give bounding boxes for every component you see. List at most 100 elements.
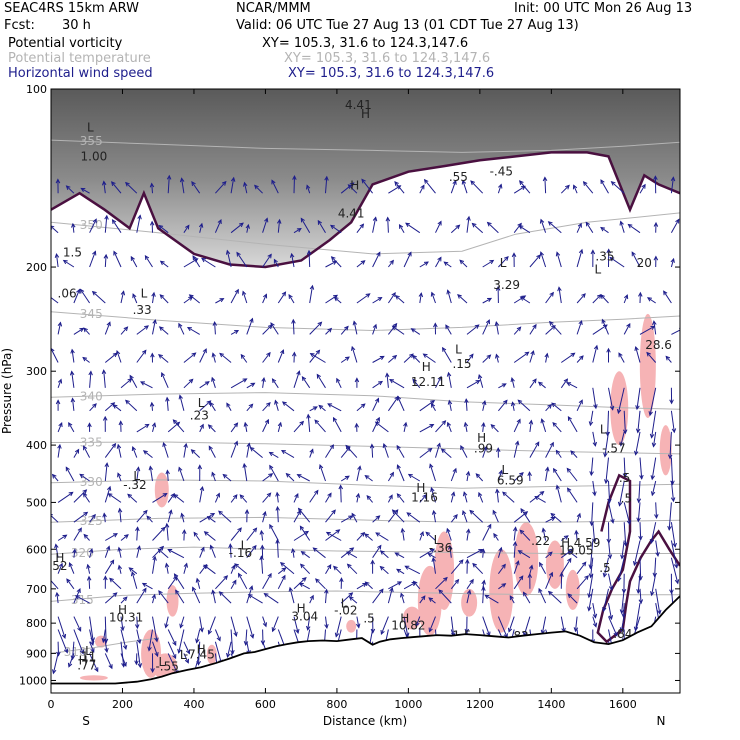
wind-vector-head — [520, 185, 526, 191]
wind-vector-head — [567, 593, 573, 599]
wind-vector — [670, 177, 674, 194]
wind-vector-head — [429, 423, 435, 429]
pv-label: 10.82 — [391, 618, 425, 632]
wind-vector-head — [183, 442, 188, 448]
wind-vector-head — [226, 402, 231, 408]
wind-vector — [262, 573, 272, 590]
wind-vector — [490, 424, 499, 433]
wind-vector-head — [412, 580, 418, 586]
wind-vector-head — [175, 589, 180, 595]
wind-vector-head — [52, 669, 57, 675]
pv-label: 4.59 — [574, 536, 601, 550]
wind-vector-head — [129, 374, 134, 380]
wind-vector-head — [359, 223, 365, 229]
wind-vector — [588, 573, 594, 598]
wind-vector-head — [247, 594, 253, 599]
wind-vector-head — [592, 613, 598, 619]
wind-vector — [199, 616, 203, 632]
wind-vector-head — [273, 258, 278, 264]
wind-vector — [262, 324, 273, 335]
wind-vector — [466, 471, 470, 482]
wind-vector — [226, 250, 232, 268]
wind-vector-head — [246, 442, 251, 448]
wind-vector — [109, 578, 122, 590]
wind-vector-head — [389, 471, 394, 477]
wind-vector — [387, 494, 393, 503]
wind-vector-head — [57, 321, 63, 327]
wind-vector — [212, 590, 216, 604]
wind-vector — [335, 616, 342, 637]
x-tick-label: 400 — [183, 698, 204, 711]
wind-vector-head — [396, 444, 401, 450]
wind-vector-head — [298, 582, 304, 587]
wind-vector — [548, 591, 562, 604]
wind-vector — [364, 533, 373, 541]
wind-vector — [230, 222, 244, 234]
wind-vector — [203, 564, 216, 575]
pv-label: 12.11 — [411, 375, 445, 389]
wind-vector-head — [617, 576, 622, 582]
wind-vector-head — [636, 517, 641, 523]
wind-vector-head — [179, 623, 184, 629]
wind-vector-head — [653, 221, 659, 227]
wind-vector-head — [600, 179, 605, 185]
x-tick-label: 1600 — [609, 698, 637, 711]
wind-vector — [670, 480, 674, 502]
wind-vector-head — [242, 378, 248, 383]
wind-vector-head — [104, 647, 109, 654]
wind-vector — [482, 319, 490, 335]
wind-vector-head — [349, 182, 355, 188]
wind-vector — [517, 399, 531, 412]
wind-vector-head — [349, 547, 355, 552]
wind-vector — [325, 328, 332, 335]
wind-vector-head — [327, 403, 333, 408]
wind-vector-head — [200, 546, 205, 552]
wind-vector-head — [589, 471, 594, 477]
wind-vector — [300, 218, 311, 233]
wind-vector-head — [175, 421, 181, 427]
y-tick-label: 1000 — [19, 674, 47, 687]
wind-vector — [89, 616, 94, 642]
wind-vector — [636, 387, 641, 410]
wind-vector-head — [636, 589, 641, 594]
wind-vector-head — [427, 553, 433, 558]
wind-vector — [513, 561, 519, 574]
wind-vector — [576, 575, 589, 590]
wind-vector-head — [198, 222, 204, 228]
wind-vector — [446, 528, 452, 541]
wind-vector — [207, 516, 216, 523]
wind-vector-head — [626, 520, 632, 526]
pv-label: L — [158, 655, 165, 669]
wind-vector-head — [314, 419, 319, 425]
neg-pv-patch — [659, 425, 672, 476]
wind-vector-head — [632, 560, 638, 567]
wind-vector-head — [495, 488, 500, 494]
wind-vector — [260, 556, 264, 574]
wind-vector-head — [553, 467, 558, 473]
wind-vector — [215, 575, 228, 590]
wind-vector — [189, 294, 201, 304]
wind-vector — [356, 223, 364, 234]
wind-vector — [79, 473, 90, 482]
wind-vector-head — [180, 512, 185, 518]
wind-vector-head — [267, 253, 272, 259]
wind-vector — [167, 576, 178, 590]
wind-vector-head — [418, 292, 424, 298]
wind-vector — [435, 376, 442, 389]
wind-vector — [129, 375, 138, 389]
wind-vector-head — [507, 627, 513, 633]
wind-vector-head — [565, 184, 570, 190]
wind-vector — [183, 225, 190, 233]
wind-vector-head — [339, 577, 344, 583]
wind-vector — [478, 374, 484, 388]
wind-vector-head — [232, 494, 238, 500]
wind-vector-head — [357, 465, 362, 471]
wind-vector-head — [131, 445, 137, 452]
wind-vector-head — [237, 527, 242, 533]
wind-vector — [309, 490, 319, 503]
wind-vector — [371, 444, 374, 458]
wind-vector-head — [164, 562, 170, 568]
wind-vector-head — [137, 663, 143, 669]
wind-vector — [183, 352, 196, 363]
wind-vector-head — [510, 401, 516, 407]
